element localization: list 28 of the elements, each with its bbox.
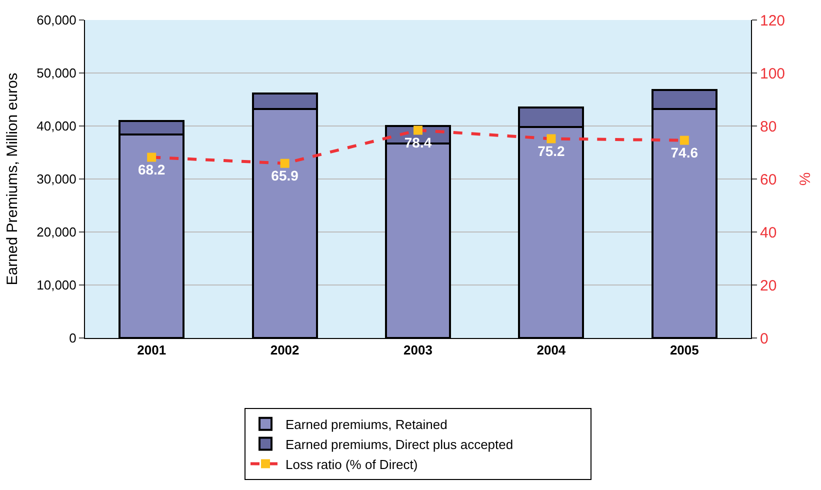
y-tick-label: 60,000 (36, 12, 76, 28)
legend-label: Earned premiums, Direct plus accepted (286, 436, 514, 452)
y2-tick-label: 80 (760, 118, 777, 136)
x-tick-label: 2003 (404, 342, 432, 358)
y-axis-title: Earned Premiums, Million euros (4, 72, 21, 286)
x-tick-label: 2001 (137, 342, 166, 358)
data-label: 65.9 (271, 167, 299, 184)
x-tick-label: 2005 (670, 342, 699, 358)
data-label: 68.2 (138, 161, 166, 178)
y2-tick-label: 60 (760, 171, 777, 188)
y-tick-label: 40,000 (36, 118, 76, 134)
y2-axis-title: % (797, 172, 814, 186)
y2-tick-label: 100 (760, 65, 786, 82)
x-tick-label: 2004 (536, 342, 566, 358)
data-label: 75.2 (538, 142, 566, 159)
y-tick-label: 20,000 (36, 224, 76, 240)
y2-tick-label: 20 (760, 277, 777, 294)
y-tick-label: 0 (69, 330, 76, 346)
x-tick-label: 2002 (270, 342, 300, 358)
y2-tick-label: 40 (760, 224, 777, 242)
y-tick-label: 50,000 (36, 66, 76, 81)
legend-label: Earned premiums, Retained (286, 416, 448, 432)
y-tick-label: 30,000 (36, 172, 76, 187)
y2-tick-label: 0 (760, 330, 768, 348)
data-label: 74.6 (670, 144, 698, 160)
legend-label: Loss ratio (% of Direct) (286, 456, 418, 472)
y2-tick-label: 120 (760, 12, 786, 30)
y-tick-label: 10,000 (36, 278, 76, 293)
